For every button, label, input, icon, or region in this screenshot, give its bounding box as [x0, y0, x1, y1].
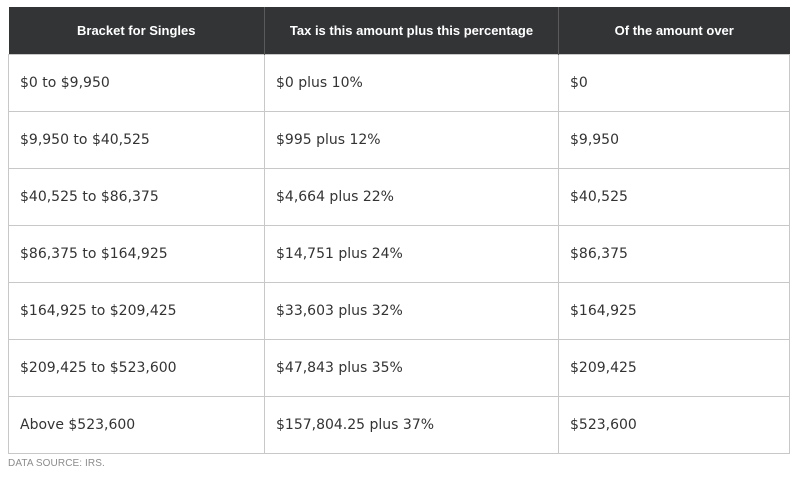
bracket-cell: $209,425 to $523,600	[8, 339, 265, 397]
table-row: $164,925 to $209,425 $33,603 plus 32% $1…	[8, 282, 790, 340]
tax-cell: $47,843 plus 35%	[264, 339, 559, 397]
table-row: $0 to $9,950 $0 plus 10% $0	[8, 54, 790, 112]
tax-cell: $0 plus 10%	[264, 54, 559, 112]
header-tax-amount: Tax is this amount plus this percentage	[264, 7, 559, 55]
amount-over-cell: $86,375	[558, 225, 790, 283]
bracket-cell: $164,925 to $209,425	[8, 282, 265, 340]
tax-bracket-table: Bracket for Singles Tax is this amount p…	[8, 7, 790, 454]
tax-bracket-table-container: Bracket for Singles Tax is this amount p…	[8, 7, 790, 454]
table-row: Above $523,600 $157,804.25 plus 37% $523…	[8, 396, 790, 454]
amount-over-cell: $523,600	[558, 396, 790, 454]
bracket-cell: $0 to $9,950	[8, 54, 265, 112]
table-row: $86,375 to $164,925 $14,751 plus 24% $86…	[8, 225, 790, 283]
amount-over-cell: $0	[558, 54, 790, 112]
amount-over-cell: $209,425	[558, 339, 790, 397]
amount-over-cell: $9,950	[558, 111, 790, 169]
bracket-cell: $9,950 to $40,525	[8, 111, 265, 169]
tax-cell: $14,751 plus 24%	[264, 225, 559, 283]
amount-over-cell: $40,525	[558, 168, 790, 226]
tax-cell: $995 plus 12%	[264, 111, 559, 169]
bracket-cell: $40,525 to $86,375	[8, 168, 265, 226]
table-row: $209,425 to $523,600 $47,843 plus 35% $2…	[8, 339, 790, 397]
amount-over-cell: $164,925	[558, 282, 790, 340]
data-source-caption: DATA SOURCE: IRS.	[8, 458, 105, 469]
tax-cell: $33,603 plus 32%	[264, 282, 559, 340]
tax-cell: $157,804.25 plus 37%	[264, 396, 559, 454]
bracket-cell: Above $523,600	[8, 396, 265, 454]
bracket-cell: $86,375 to $164,925	[8, 225, 265, 283]
table-row: $9,950 to $40,525 $995 plus 12% $9,950	[8, 111, 790, 169]
table-row: $40,525 to $86,375 $4,664 plus 22% $40,5…	[8, 168, 790, 226]
header-bracket: Bracket for Singles	[8, 7, 265, 55]
table-header-row: Bracket for Singles Tax is this amount p…	[8, 7, 790, 55]
header-amount-over: Of the amount over	[558, 7, 790, 55]
tax-cell: $4,664 plus 22%	[264, 168, 559, 226]
